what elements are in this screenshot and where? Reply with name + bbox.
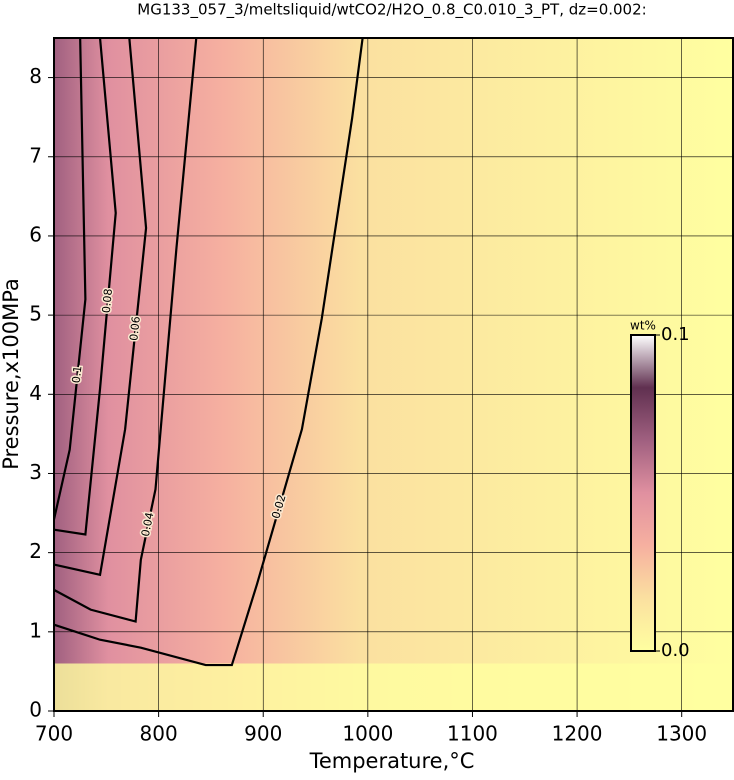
contour-line	[52, 37, 87, 520]
y-tick-label: 2	[29, 539, 42, 563]
x-tick-label: 900	[244, 722, 282, 746]
colorbar-tick-label: 0.1	[661, 324, 690, 345]
y-tick-label: 6	[29, 222, 42, 246]
y-tick-label: 4	[29, 381, 42, 405]
colorbar-tick-label: 0.0	[661, 640, 690, 661]
x-tick-label: 1300	[656, 722, 707, 746]
low-pressure-band	[54, 663, 734, 711]
x-tick-label: 1200	[552, 722, 603, 746]
plot-background	[54, 38, 734, 711]
y-tick-label: 5	[29, 302, 42, 326]
contour-label: 0.08	[100, 288, 115, 314]
y-tick-label: 3	[29, 460, 42, 484]
y-tick-label: 1	[29, 618, 42, 642]
y-axis-label: Pressure,x100MPa	[0, 278, 23, 470]
y-tick-label: 0	[29, 698, 42, 722]
colorbar-label: wt%	[630, 319, 656, 333]
colorbar	[630, 334, 656, 652]
chart-title: MG133_057_3/meltsliquid/wtCO2/H2O_0.8_C0…	[137, 1, 646, 20]
contour-label: 0.1	[70, 365, 85, 384]
x-tick-label: 1000	[342, 722, 393, 746]
x-tick-label: 700	[35, 722, 73, 746]
contour-line	[53, 37, 198, 623]
plot-frame	[53, 37, 734, 712]
contour-line	[53, 37, 148, 577]
contour-line	[53, 37, 364, 667]
y-tick-label: 8	[29, 64, 42, 88]
x-axis-label: Temperature,°C	[309, 749, 475, 773]
x-tick-label: 800	[140, 722, 178, 746]
contour-label: 0.06	[127, 316, 142, 342]
contour-line	[53, 37, 117, 536]
x-tick-label: 1100	[447, 722, 498, 746]
y-tick-label: 7	[29, 143, 42, 167]
